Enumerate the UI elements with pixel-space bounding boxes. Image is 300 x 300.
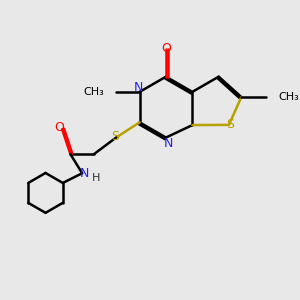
Text: N: N bbox=[164, 136, 173, 150]
Text: O: O bbox=[161, 43, 171, 56]
Text: N: N bbox=[80, 167, 90, 180]
Text: S: S bbox=[226, 118, 234, 131]
Text: S: S bbox=[111, 130, 119, 143]
Text: N: N bbox=[134, 81, 143, 94]
Text: O: O bbox=[54, 122, 64, 134]
Text: CH₃: CH₃ bbox=[83, 87, 104, 97]
Text: H: H bbox=[92, 173, 100, 183]
Text: CH₃: CH₃ bbox=[279, 92, 299, 102]
